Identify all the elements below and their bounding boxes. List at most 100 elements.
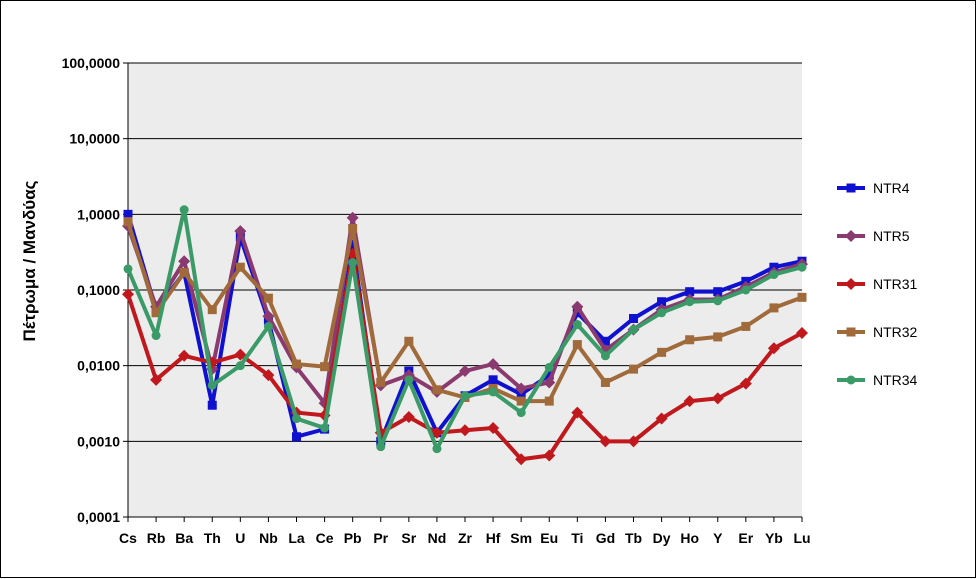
data-point bbox=[797, 292, 807, 302]
data-point bbox=[432, 444, 442, 454]
series-ntr31 bbox=[122, 247, 808, 466]
legend-item: NTR5 bbox=[837, 228, 910, 244]
legend-item: NTR32 bbox=[837, 324, 918, 340]
data-point bbox=[572, 319, 582, 329]
x-tick-label: Eu bbox=[540, 530, 558, 546]
data-point bbox=[571, 300, 584, 313]
data-point bbox=[123, 209, 133, 219]
x-tick-label: Ce bbox=[316, 530, 334, 546]
x-tick-label: Ba bbox=[175, 530, 193, 546]
y-tick-label: 0,0010 bbox=[77, 433, 120, 449]
data-point bbox=[627, 435, 640, 448]
x-tick-label: Nb bbox=[259, 530, 278, 546]
data-point bbox=[235, 262, 245, 272]
data-point bbox=[292, 432, 301, 442]
data-point bbox=[572, 340, 582, 350]
data-point bbox=[685, 335, 695, 345]
data-point bbox=[683, 395, 696, 408]
x-tick-label: Tb bbox=[625, 530, 642, 546]
x-tick-label: Sm bbox=[510, 530, 532, 546]
data-point bbox=[544, 362, 554, 372]
data-point bbox=[515, 453, 528, 466]
x-tick-label: Hf bbox=[486, 530, 501, 546]
y-tick-label: 0,0100 bbox=[77, 358, 120, 374]
y-tick-label: 0,1000 bbox=[77, 282, 120, 298]
x-tick-label: Ti bbox=[571, 530, 583, 546]
legend-marker bbox=[845, 230, 857, 242]
series-group bbox=[122, 205, 808, 466]
data-point bbox=[797, 262, 807, 272]
data-point bbox=[404, 336, 414, 346]
legend-label: NTR4 bbox=[873, 180, 910, 196]
data-point bbox=[178, 349, 191, 362]
data-point bbox=[488, 375, 498, 385]
x-tick-labels: Cs Rb Ba Th U Nb La Ce Pb Pr Sr Nd Zr Hf Sm Eu Ti Gd Tb Dy H… bbox=[119, 517, 811, 546]
y-axis-label: Πέτρωμα / Μανδύας bbox=[20, 180, 39, 341]
data-point bbox=[516, 408, 526, 418]
x-tick-label: Th bbox=[204, 530, 221, 546]
x-tick-label: Sr bbox=[401, 530, 416, 546]
data-point bbox=[320, 423, 330, 433]
legend-label: NTR32 bbox=[873, 324, 918, 340]
data-point bbox=[234, 348, 247, 361]
x-tick-label: Lu bbox=[793, 530, 810, 546]
x-tick-label: Ho bbox=[680, 530, 699, 546]
data-point bbox=[430, 426, 443, 439]
data-point bbox=[263, 321, 273, 331]
data-point bbox=[151, 331, 161, 341]
legend-item: NTR4 bbox=[837, 180, 910, 196]
legend-marker bbox=[846, 183, 856, 193]
data-point bbox=[713, 332, 723, 342]
y-tick-label: 10,0000 bbox=[69, 131, 120, 147]
data-point bbox=[292, 414, 301, 424]
data-point bbox=[207, 305, 217, 315]
legend: NTR4 NTR5 NTR31 NTR32 NTR34 bbox=[837, 180, 918, 388]
data-point bbox=[179, 205, 189, 215]
legend-marker bbox=[846, 327, 856, 337]
data-point bbox=[178, 255, 191, 268]
data-point bbox=[346, 211, 359, 224]
data-point bbox=[685, 287, 695, 297]
x-tick-label: Dy bbox=[653, 530, 671, 546]
data-point bbox=[292, 359, 301, 369]
data-point bbox=[769, 303, 779, 313]
data-point bbox=[685, 297, 695, 307]
data-point bbox=[767, 342, 780, 355]
data-point bbox=[348, 239, 358, 249]
data-point bbox=[600, 336, 610, 346]
data-point bbox=[711, 392, 724, 405]
data-point bbox=[543, 376, 556, 389]
data-point bbox=[741, 285, 751, 295]
data-point bbox=[599, 435, 612, 448]
x-tick-label: Rb bbox=[147, 530, 166, 546]
y-tick-labels: 100,0000 10,0000 1,0000 0,1000 0,0100 0,0010 0… bbox=[62, 55, 128, 525]
data-point bbox=[544, 396, 554, 406]
data-point bbox=[796, 327, 808, 340]
data-point bbox=[207, 400, 217, 410]
data-point bbox=[432, 385, 442, 395]
data-point bbox=[235, 361, 245, 371]
legend-item: NTR31 bbox=[837, 276, 918, 292]
data-point bbox=[487, 358, 500, 371]
legend-item: NTR34 bbox=[837, 372, 918, 388]
data-point bbox=[657, 347, 667, 357]
data-point bbox=[543, 449, 556, 462]
legend-marker bbox=[845, 278, 857, 290]
data-point bbox=[459, 365, 471, 378]
data-point bbox=[402, 410, 415, 423]
y-tick-label: 100,0000 bbox=[62, 55, 121, 71]
data-point bbox=[263, 293, 273, 303]
x-tick-label: Pr bbox=[373, 530, 388, 546]
data-point bbox=[376, 377, 386, 387]
data-point bbox=[629, 314, 638, 324]
data-point bbox=[600, 377, 610, 387]
data-point bbox=[487, 422, 500, 435]
data-point bbox=[629, 325, 638, 335]
data-point bbox=[713, 296, 723, 306]
y-tick-label: 0,0001 bbox=[77, 509, 120, 525]
data-point bbox=[262, 369, 275, 382]
data-point bbox=[741, 321, 751, 331]
data-point bbox=[657, 308, 667, 318]
